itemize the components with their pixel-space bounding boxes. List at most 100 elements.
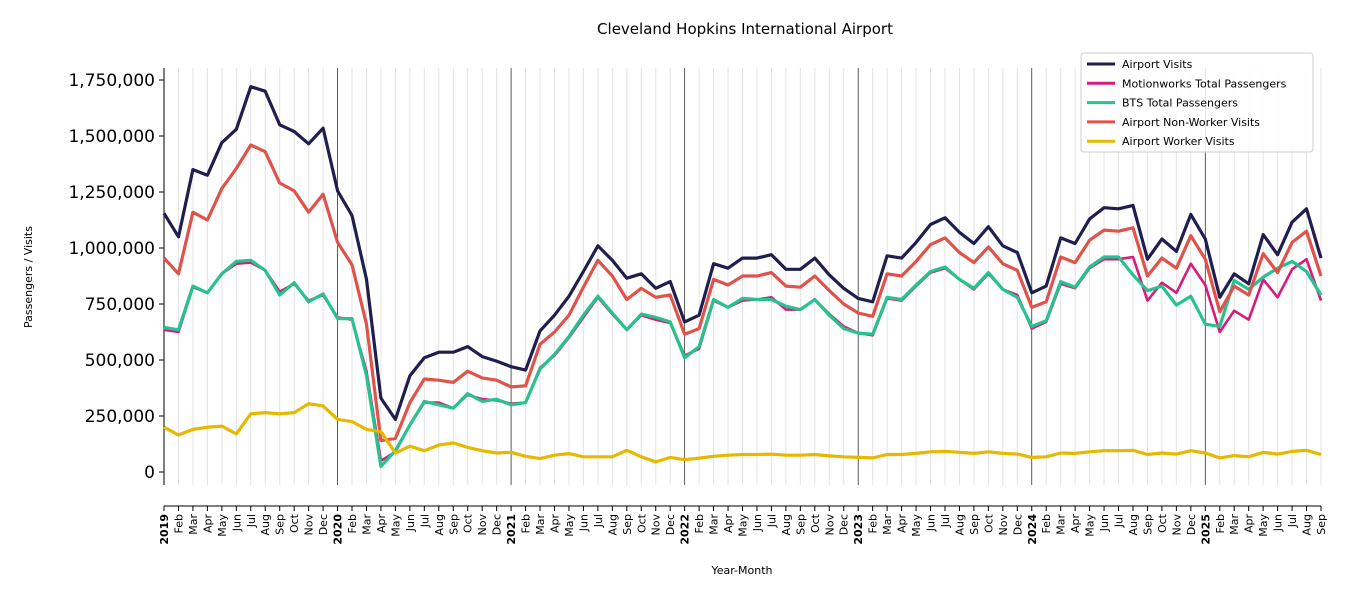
x-tick-label: Oct [982,513,995,533]
y-tick-label: 1,750,000 [68,71,155,91]
x-tick-label: 2023 [852,514,865,545]
x-tick-label: Jun [577,514,590,532]
y-tick-label: 1,500,000 [68,127,155,147]
x-tick-label: Sep [274,514,287,535]
x-axis: 2019 Feb Mar Apr May Jun Jul Aug Sep Oct Nov Dec 202… [158,505,1328,545]
series-line-airport-visits [162,85,1323,421]
legend-box [1080,52,1314,153]
x-tick-label: Feb [1214,514,1227,533]
x-tick-label: 2024 [1026,514,1039,545]
x-tick-label: Jul [1286,514,1299,528]
x-tick-label: Mar [534,514,547,535]
x-tick-label: Oct [1156,513,1169,533]
legend-label: BTS Total Passengers [1122,97,1238,110]
x-tick-label: Jul [765,514,778,528]
x-tick-label: Jun [1098,514,1111,532]
x-tick-label: 2022 [679,514,692,545]
legend: Airport Visits Motionworks Total Passenge… [1080,52,1314,153]
x-tick-label: Apr [548,514,561,534]
x-tick-label: Jun [404,514,417,532]
x-tick-label: Jun [230,514,243,532]
series-lines [162,85,1323,468]
x-tick-label: Dec [1011,514,1024,535]
y-tick-label: 500,000 [85,351,155,371]
x-tick-label: Aug [953,514,966,535]
y-tick-label: 1,250,000 [68,183,155,203]
x-tick-label: Apr [1243,514,1256,534]
x-tick-label: Nov [476,514,489,536]
x-tick-label: Aug [606,514,619,535]
y-tick-label: 250,000 [85,407,155,427]
series-line-bts-total-passengers [163,255,1323,468]
x-tick-label: Sep [968,514,981,535]
x-tick-label: Dec [491,514,504,535]
x-tick-label: Jul [939,514,952,528]
x-tick-label: May [910,514,923,537]
x-tick-label: Apr [896,514,909,534]
legend-label: Airport Non-Worker Visits [1122,116,1260,129]
x-tick-label: Nov [997,514,1010,536]
x-tick-label: Mar [1055,514,1068,535]
x-tick-label: Feb [346,514,359,533]
x-tick-label: Aug [780,514,793,535]
x-tick-label: May [216,514,229,537]
x-tick-label: Jul [1113,514,1126,528]
x-tick-label: Dec [838,514,851,535]
y-axis: 0 250,000 500,000 750,000 1,000,000 1,250,000… [68,68,165,485]
x-tick-label: Jul [245,514,258,528]
x-tick-label: May [389,514,402,537]
x-tick-label: Sep [1141,514,1154,535]
x-tick-label: Oct [288,513,301,533]
x-tick-label: Feb [1040,514,1053,533]
x-tick-label: Dec [1185,514,1198,535]
x-tick-label: Nov [303,514,316,536]
y-tick-label: 0 [144,463,155,483]
x-tick-label: May [737,514,750,537]
x-tick-label: 2025 [1199,514,1212,545]
x-tick-label: Aug [1127,514,1140,535]
y-axis-label: Passengers / Visits [22,226,35,328]
x-tick-label: Feb [520,514,533,533]
series-line-airport-worker-visits [163,402,1322,464]
y-tick-label: 750,000 [85,295,155,315]
x-tick-label: 2021 [505,514,518,545]
x-tick-label: Nov [823,514,836,536]
legend-label: Motionworks Total Passengers [1122,77,1287,90]
x-tick-label: Oct [809,513,822,533]
x-tick-label: May [1257,514,1270,537]
x-tick-label: Jun [925,514,938,532]
x-tick-label: Apr [201,514,214,534]
x-tick-label: Dec [664,514,677,535]
x-tick-label: Jun [751,514,764,532]
x-tick-label: Mar [360,514,373,535]
chart-title: Cleveland Hopkins International Airport [597,20,893,38]
x-tick-label: Apr [722,514,735,534]
x-tick-label: Aug [259,514,272,535]
x-tick-label: Feb [693,514,706,533]
x-tick-label: Apr [375,514,388,534]
x-tick-label: 2019 [158,514,171,545]
gridlines [177,68,1322,485]
x-tick-label: Sep [794,514,807,535]
x-tick-label: Aug [1301,514,1314,535]
series-line-airport-non-worker-visits [162,143,1323,443]
x-tick-label: Mar [881,514,894,535]
x-tick-label: Nov [650,514,663,536]
x-tick-label: Mar [187,514,200,535]
legend-label: Airport Worker Visits [1122,135,1235,148]
x-tick-label: Jul [418,514,431,528]
x-tick-label: Sep [621,514,634,535]
legend-label: Airport Visits [1122,58,1193,71]
x-tick-label: May [1084,514,1097,537]
y-tick-label: 1,000,000 [68,239,155,259]
x-tick-label: Sep [1315,514,1328,535]
x-tick-label: Sep [447,514,460,535]
x-tick-label: Nov [1170,514,1183,536]
x-tick-label: Oct [635,513,648,533]
x-tick-label: Jul [592,514,605,528]
x-tick-label: Dec [317,514,330,535]
x-tick-label: 2020 [332,514,345,545]
x-tick-label: May [563,514,576,537]
x-tick-label: Mar [708,514,721,535]
